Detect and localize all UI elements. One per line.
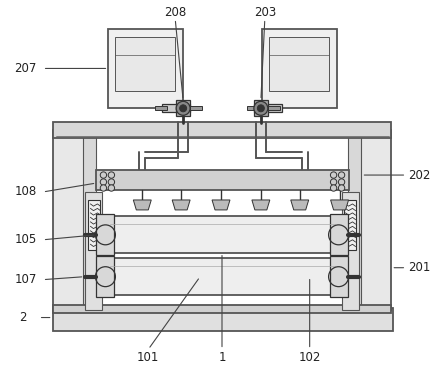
Bar [53,307,393,331]
Circle shape [338,172,345,178]
Circle shape [257,105,264,112]
Text: 203: 203 [254,6,276,19]
Text: 108: 108 [15,185,37,198]
Bar [330,214,348,255]
Text: 102: 102 [299,351,321,364]
Bar [85,192,102,310]
Circle shape [338,179,345,185]
Text: 107: 107 [15,273,37,286]
Bar [162,105,190,112]
Circle shape [100,172,107,178]
Bar [348,135,361,310]
Circle shape [180,105,187,112]
Bar [176,100,190,116]
Bar [155,106,167,110]
Circle shape [338,185,345,191]
Text: 202: 202 [408,169,431,182]
Polygon shape [133,200,151,210]
Bar [89,200,101,250]
Bar [247,106,259,110]
Circle shape [330,185,337,191]
Circle shape [100,185,107,191]
Polygon shape [212,200,230,210]
Bar [97,256,114,297]
Text: 2: 2 [19,311,27,324]
Bar [115,36,175,91]
Circle shape [108,185,115,191]
Bar [359,130,391,310]
Circle shape [176,101,190,115]
Circle shape [108,179,115,185]
Bar [110,216,334,253]
Bar [254,105,282,112]
Circle shape [330,172,337,178]
Circle shape [100,179,107,185]
Bar [53,130,85,310]
Bar [190,106,202,110]
Bar [342,192,359,310]
Text: 207: 207 [15,62,37,75]
Bar [53,305,391,313]
Bar [268,106,280,110]
Text: 208: 208 [164,6,187,19]
Bar [82,135,97,310]
Bar [262,28,337,108]
Text: 101: 101 [137,351,159,364]
Bar [110,258,334,295]
Polygon shape [291,200,309,210]
Bar [109,28,183,108]
Bar [97,214,114,255]
Bar [269,36,329,91]
Bar [330,256,348,297]
Bar [53,122,391,138]
Circle shape [254,101,268,115]
Circle shape [108,172,115,178]
Bar [344,200,356,250]
Bar [97,170,349,190]
Polygon shape [172,200,190,210]
Text: 1: 1 [218,351,226,364]
Text: 105: 105 [15,233,37,246]
Circle shape [330,179,337,185]
Polygon shape [330,200,349,210]
Text: 201: 201 [408,261,431,274]
Polygon shape [252,200,270,210]
Bar [254,100,268,116]
